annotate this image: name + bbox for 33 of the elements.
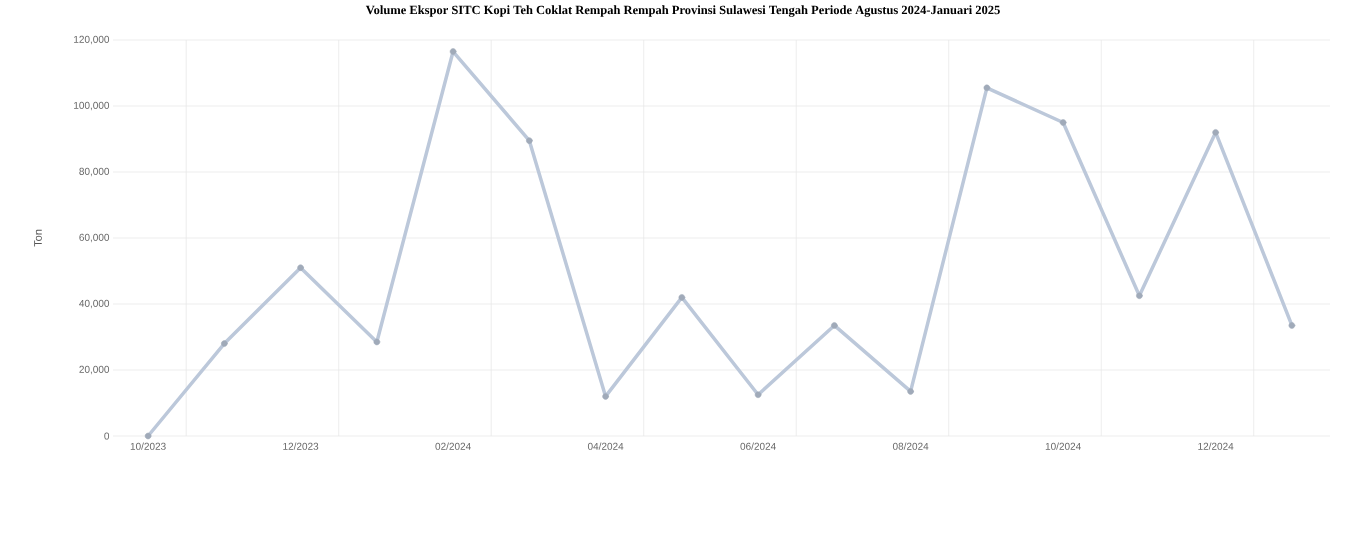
point (678, 294, 686, 301)
y-tick-label: 120,000 (74, 35, 110, 45)
x-tick-label: 10/2023 (130, 442, 166, 450)
y-tick-label: 80,000 (79, 167, 110, 177)
y-tick-label: 60,000 (79, 233, 110, 243)
point (526, 137, 533, 144)
point (754, 391, 762, 398)
point (221, 340, 228, 347)
point (373, 338, 381, 346)
y-tick-label: 20,000 (79, 365, 110, 375)
point (831, 322, 838, 329)
x-tick-label: 06/2024 (740, 442, 776, 450)
point (1288, 322, 1296, 329)
y-tick-label: 40,000 (79, 299, 110, 309)
y-tick-label: 0 (104, 432, 110, 440)
y-axis-title: Ton (34, 229, 42, 247)
point (449, 48, 457, 55)
x-tick-label: 12/2024 (1198, 442, 1234, 450)
point (1212, 129, 1219, 136)
x-tick-label: 10/2024 (1045, 442, 1081, 450)
point (983, 84, 991, 92)
point (1136, 292, 1143, 299)
x-tick-label: 04/2024 (587, 442, 624, 450)
x-tick-label: 02/2024 (435, 442, 471, 450)
point (602, 393, 609, 400)
point (297, 264, 304, 271)
x-tick-label: 12/2023 (283, 442, 319, 450)
point (907, 388, 914, 395)
x-tick-label: 08/2024 (892, 442, 929, 450)
chart-title: Volume Ekspor SITC Kopi Teh Coklat Rempah Rempah Provinsi Sulawesi Tengah Periode Agustus 2024-Januari 2025 (365, 5, 1000, 17)
y-tick-label: 100,000 (74, 101, 110, 111)
point (1059, 119, 1067, 126)
point (144, 432, 152, 440)
